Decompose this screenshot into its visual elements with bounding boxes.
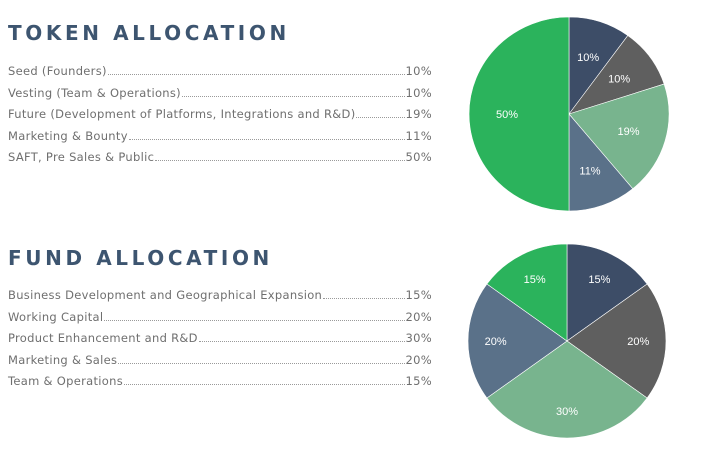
list-item-value: 15% — [405, 288, 432, 302]
pie-slice — [566, 243, 648, 342]
list-item-label: Marketing & Sales — [8, 352, 118, 367]
pie-slice — [566, 283, 667, 399]
dot-leader — [104, 319, 405, 321]
list-item-value: 15% — [405, 374, 432, 388]
fund-allocation-title: FUND ALLOCATION — [8, 246, 273, 270]
list-item-value: 10% — [405, 85, 432, 100]
pie-slice-label: 20% — [485, 336, 507, 348]
pie-slice-label: 19% — [617, 126, 639, 138]
pie-slice-label: 10% — [608, 74, 630, 86]
dot-leader — [356, 117, 405, 118]
dot-leader — [323, 298, 405, 299]
pie-slice-label: 15% — [588, 274, 610, 286]
pie-slice-label: 15% — [524, 274, 546, 286]
list-item-label: Marketing & Bounty — [8, 128, 128, 143]
list-item-value: 10% — [405, 64, 432, 78]
pie-slice-label: 11% — [579, 166, 600, 178]
dot-leader — [198, 341, 405, 342]
dot-leader — [128, 138, 405, 140]
list-item: Seed (Founders) 10% — [8, 64, 432, 86]
pie-slice — [467, 283, 568, 399]
list-item: Vesting (Team & Operations) 10% — [8, 86, 432, 108]
list-item: Future (Development of Platforms, Integr… — [8, 107, 432, 129]
pie-slice — [486, 340, 648, 439]
list-item-label: Vesting (Team & Operations) — [8, 85, 181, 100]
token-allocation-pie-chart: 10% 10% 19% 11% 50% — [468, 16, 670, 212]
token-allocation-title: TOKEN ALLOCATION — [8, 21, 290, 45]
fund-allocation-list: Business Development and Geographical Ex… — [8, 288, 432, 396]
dot-leader — [118, 362, 405, 364]
fund-allocation-pie-chart: 15% 20% 30% 20% 15% — [467, 243, 667, 439]
list-item-label: SAFT, Pre Sales & Public — [8, 150, 155, 164]
list-item-value: 19% — [405, 107, 432, 121]
list-item: Product Enhancement and R&D 30% — [8, 331, 432, 353]
pie-slice — [468, 16, 570, 212]
list-item: Marketing & Bounty 11% — [8, 129, 432, 151]
dot-leader — [181, 95, 405, 97]
dot-leader — [107, 74, 405, 75]
list-item-label: Future (Development of Platforms, Integr… — [8, 107, 356, 121]
list-item: Marketing & Sales 20% — [8, 353, 432, 375]
list-item-value: 50% — [405, 150, 432, 164]
pie-slice — [568, 83, 670, 190]
pie-slice — [486, 243, 568, 342]
pie-slice — [568, 113, 634, 212]
dot-leader — [155, 160, 405, 161]
pie-slice-label: 50% — [496, 109, 518, 121]
list-item-label: Business Development and Geographical Ex… — [8, 288, 323, 302]
list-item: Team & Operations 15% — [8, 374, 432, 396]
dot-leader — [124, 384, 405, 385]
list-item-value: 30% — [405, 331, 432, 345]
pie-slice-label: 10% — [577, 52, 599, 64]
list-item-value: 20% — [405, 352, 432, 367]
list-item-label: Working Capital — [8, 309, 104, 324]
list-item: SAFT, Pre Sales & Public 50% — [8, 150, 432, 172]
list-item-label: Product Enhancement and R&D — [8, 331, 198, 345]
list-item-value: 11% — [405, 128, 432, 143]
list-item-value: 20% — [405, 309, 432, 324]
pie-slice-label: 30% — [556, 406, 578, 418]
list-item-label: Team & Operations — [8, 374, 123, 388]
token-allocation-list: Seed (Founders) 10% Vesting (Team & Opera… — [8, 64, 432, 172]
pie-slice-label: 20% — [627, 336, 649, 348]
list-item-label: Seed (Founders) — [8, 64, 107, 78]
list-item: Working Capital 20% — [8, 310, 432, 332]
list-item: Business Development and Geographical Ex… — [8, 288, 432, 310]
